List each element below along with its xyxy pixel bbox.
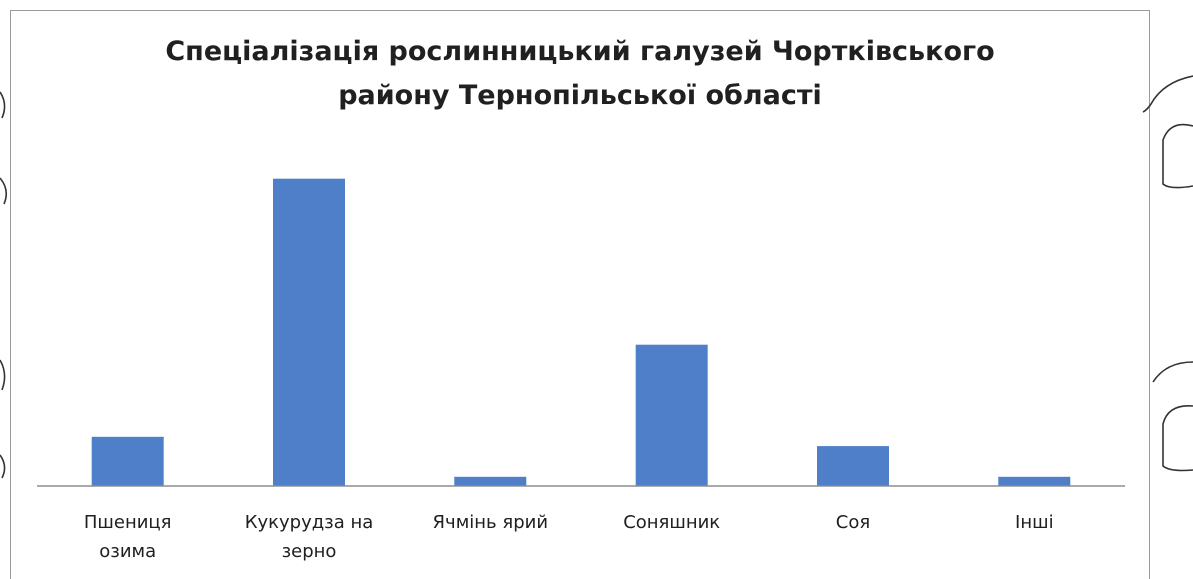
- margin-pen-mark-0: [0, 91, 6, 119]
- x-tick-label-2-0: Ячмінь ярий: [433, 512, 548, 533]
- x-tick-label-5-0: Інші: [1015, 512, 1054, 533]
- margin-pen-mark-2: [0, 359, 6, 391]
- bar-4: [817, 446, 889, 486]
- x-tick-label-1-0: Кукурудза на: [245, 512, 374, 533]
- x-tick-label-1-1: зерно: [282, 541, 337, 562]
- bar-3: [635, 344, 708, 486]
- chart-title: Спеціалізація рослинницький галузей Чорт…: [10, 30, 1150, 118]
- margin-pen-mark-7: [1162, 405, 1193, 472]
- margin-pen-mark-4: [1142, 75, 1193, 113]
- x-tick-label-3-0: Соняшник: [623, 512, 720, 533]
- bar-1: [273, 178, 345, 486]
- margin-pen-mark-6: [1152, 361, 1193, 383]
- margin-pen-mark-3: [0, 454, 6, 479]
- x-tick-label-0-1: озима: [99, 541, 156, 562]
- x-tick-label-4-0: Соя: [836, 512, 870, 533]
- x-tick-label-0-0: Пшениця: [84, 512, 172, 533]
- chart-title-line-2: району Тернопільської області: [338, 80, 822, 111]
- chart-frame: [10, 10, 1150, 579]
- bar-5: [998, 476, 1071, 486]
- margin-pen-mark-5: [1162, 123, 1193, 189]
- bar-0: [91, 436, 164, 486]
- bar-2: [454, 476, 527, 486]
- margin-pen-mark-1: [0, 177, 8, 205]
- chart-title-line-1: Спеціалізація рослинницький галузей Чорт…: [165, 36, 995, 67]
